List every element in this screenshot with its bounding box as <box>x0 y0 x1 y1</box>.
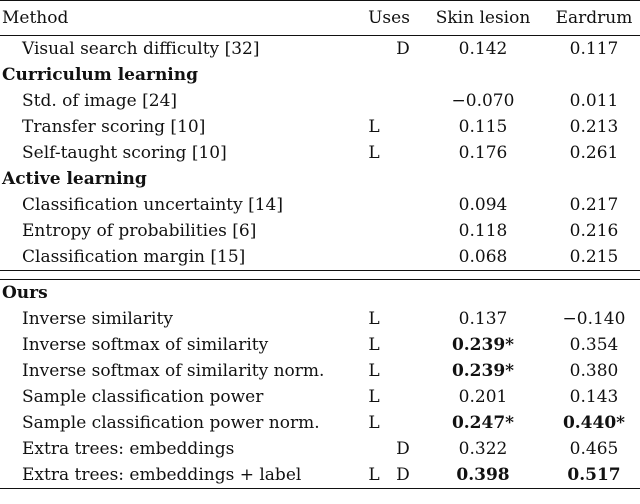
uses-d-cell <box>388 88 418 114</box>
skin-cell: 0.068 <box>418 244 548 271</box>
table-row: Extra trees: embeddings D 0.322 0.465 <box>0 436 640 462</box>
ear-cell: 0.380 <box>569 361 619 381</box>
ear-cell: 0.217 <box>569 195 619 215</box>
uses-l-cell <box>360 218 388 244</box>
header-row: Method Uses Skin lesion Eardrum <box>0 0 640 36</box>
method-cell: Visual search difficulty [32] <box>0 35 360 62</box>
uses-l-cell: L <box>368 143 380 163</box>
table-row: Transfer scoring [10] L 0.115 0.213 <box>0 114 640 140</box>
table-row: Sample classification power norm. L 0.24… <box>0 410 640 436</box>
skin-cell: 0.398 <box>418 462 548 489</box>
ear-cell: 0.011 <box>569 91 619 111</box>
uses-l-cell <box>360 88 388 114</box>
section-header-row: Ours <box>0 279 640 306</box>
uses-l-cell: L <box>368 413 380 433</box>
uses-l-cell: L <box>368 309 380 329</box>
skin-cell: −0.070 <box>451 91 515 111</box>
method-cell: Inverse softmax of similarity <box>22 335 269 355</box>
uses-l-cell <box>360 192 388 218</box>
uses-l-cell <box>360 35 388 62</box>
table-row: Inverse softmax of similarity norm. L 0.… <box>0 358 640 384</box>
ear-cell: 0.213 <box>569 117 619 137</box>
uses-d-cell: D <box>396 439 410 459</box>
method-cell: Self-taught scoring [10] <box>22 143 227 163</box>
skin-cell: 0.142 <box>418 35 548 62</box>
method-cell: Extra trees: embeddings + label <box>0 462 360 489</box>
uses-l-cell: L <box>368 335 380 355</box>
section-header-row: Active learning <box>0 166 640 192</box>
uses-d-cell <box>388 218 418 244</box>
uses-d-cell <box>388 410 418 436</box>
uses-l-cell: L <box>360 462 388 489</box>
method-cell: Entropy of probabilities [6] <box>22 221 257 241</box>
method-cell: Std. of image [24] <box>22 91 178 111</box>
ear-cell: −0.140 <box>562 309 626 329</box>
method-cell: Inverse softmax of similarity norm. <box>22 361 325 381</box>
section-header-row: Curriculum learning <box>0 62 640 88</box>
uses-d-cell <box>388 306 418 332</box>
ear-cell: 0.261 <box>569 143 619 163</box>
method-cell: Classification margin [15] <box>0 244 360 271</box>
skin-cell: 0.137 <box>458 309 508 329</box>
header-method: Method <box>0 0 360 36</box>
uses-d-cell: D <box>388 35 418 62</box>
uses-d-cell <box>388 384 418 410</box>
ear-cell: 0.440* <box>562 413 626 433</box>
table-row: Classification uncertainty [14] 0.094 0.… <box>0 192 640 218</box>
uses-d-cell: D <box>388 462 418 489</box>
table-row: Sample classification power L 0.201 0.14… <box>0 384 640 410</box>
table-row: Inverse similarity L 0.137 −0.140 <box>0 306 640 332</box>
method-cell: Transfer scoring [10] <box>22 117 206 137</box>
skin-cell: 0.239* <box>451 335 515 355</box>
skin-cell: 0.322 <box>458 439 508 459</box>
uses-d-cell <box>388 244 418 271</box>
uses-l-cell: L <box>368 117 380 137</box>
uses-d-cell <box>388 192 418 218</box>
section-title-curriculum: Curriculum learning <box>2 65 199 85</box>
method-cell: Sample classification power <box>22 387 264 407</box>
ear-cell: 0.215 <box>548 244 640 271</box>
table-row: Self-taught scoring [10] L 0.176 0.261 <box>0 140 640 166</box>
skin-cell: 0.094 <box>458 195 508 215</box>
ear-cell: 0.117 <box>548 35 640 62</box>
skin-cell: 0.239* <box>451 361 515 381</box>
skin-cell: 0.118 <box>458 221 508 241</box>
ear-cell: 0.517 <box>548 462 640 489</box>
section-gap <box>0 271 640 280</box>
method-cell: Inverse similarity <box>22 309 173 329</box>
table-row: Inverse softmax of similarity L 0.239* 0… <box>0 332 640 358</box>
method-cell: Extra trees: embeddings <box>22 439 235 459</box>
ear-cell: 0.354 <box>569 335 619 355</box>
uses-l-cell <box>360 244 388 271</box>
table-row: Extra trees: embeddings + label L D 0.39… <box>0 462 640 489</box>
section-title-ours: Ours <box>0 279 640 306</box>
table-row: Entropy of probabilities [6] 0.118 0.216 <box>0 218 640 244</box>
header-skin-lesion: Skin lesion <box>418 0 548 36</box>
table-row: Classification margin [15] 0.068 0.215 <box>0 244 640 271</box>
ear-cell: 0.465 <box>569 439 619 459</box>
header-eardrum: Eardrum <box>548 0 640 36</box>
uses-d-cell <box>388 140 418 166</box>
header-uses: Uses <box>360 0 418 36</box>
uses-d-cell <box>388 332 418 358</box>
ear-cell: 0.143 <box>569 387 619 407</box>
section-title-active: Active learning <box>2 169 147 189</box>
uses-l-cell <box>360 436 388 462</box>
results-table: Method Uses Skin lesion Eardrum Visual s… <box>0 0 640 489</box>
table-row: Std. of image [24] −0.070 0.011 <box>0 88 640 114</box>
skin-cell: 0.176 <box>458 143 508 163</box>
skin-cell: 0.201 <box>458 387 508 407</box>
uses-d-cell <box>388 358 418 384</box>
uses-d-cell <box>388 114 418 140</box>
uses-l-cell: L <box>368 387 380 407</box>
skin-cell: 0.247* <box>451 413 515 433</box>
uses-l-cell: L <box>368 361 380 381</box>
method-cell: Sample classification power norm. <box>22 413 320 433</box>
method-cell: Classification uncertainty [14] <box>22 195 284 215</box>
skin-cell: 0.115 <box>458 117 508 137</box>
ear-cell: 0.216 <box>569 221 619 241</box>
table-row: Visual search difficulty [32] D 0.142 0.… <box>0 35 640 62</box>
